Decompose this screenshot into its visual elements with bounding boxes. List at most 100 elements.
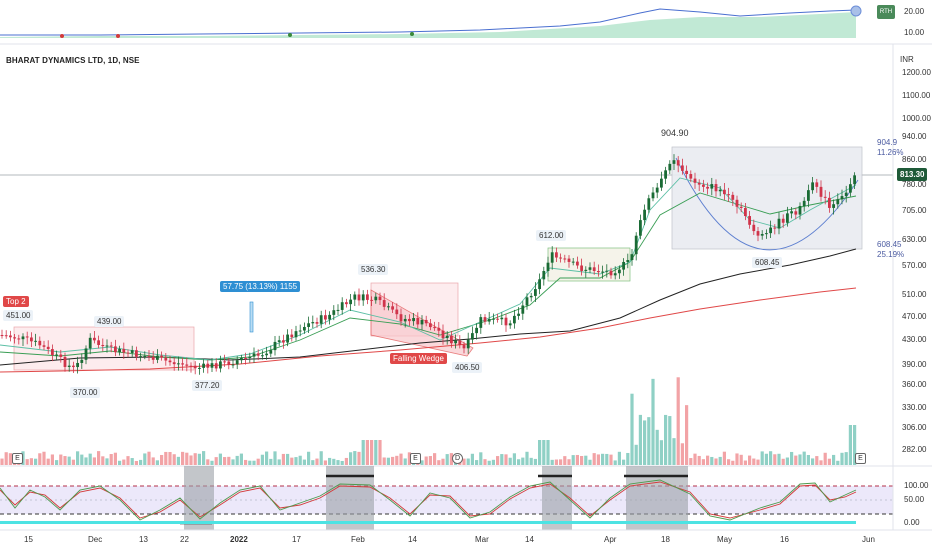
candle-body <box>147 355 151 357</box>
current-price-tag: 813.30 <box>897 168 928 181</box>
candle-body <box>34 340 37 342</box>
candle-body <box>555 252 558 258</box>
volume-bar <box>25 459 29 465</box>
earnings-event-marker[interactable]: E <box>855 453 866 464</box>
volume-bar <box>361 440 365 465</box>
price-axis-tick: 860.00 <box>902 155 927 164</box>
price-axis-tick: 390.00 <box>902 360 927 369</box>
volume-bar <box>592 453 596 465</box>
range-top-value: 904.9 <box>877 138 898 147</box>
candle-body <box>773 227 777 229</box>
candle-body <box>42 345 46 347</box>
candle-body <box>450 335 453 344</box>
candle-body <box>412 318 415 322</box>
candle-body <box>4 335 8 337</box>
earnings-event-marker[interactable]: E <box>12 453 23 464</box>
volume-bar <box>739 454 743 465</box>
candle-body <box>475 327 478 334</box>
candle-body <box>303 326 306 331</box>
volume-bar <box>491 459 495 465</box>
candle-body <box>702 184 705 187</box>
candle-body <box>252 353 256 357</box>
volume-bar <box>420 460 424 465</box>
time-axis-tick: 16 <box>780 535 789 544</box>
candle-body <box>235 360 239 365</box>
candle-body <box>601 271 604 273</box>
candle-body <box>109 345 113 347</box>
earnings-event-marker[interactable]: E <box>410 453 421 464</box>
indicator-badge[interactable]: RTH <box>877 5 895 19</box>
candle-body <box>240 357 243 361</box>
volume-bar <box>113 452 117 465</box>
candle-body <box>517 313 520 316</box>
volume-bar <box>294 457 298 465</box>
candle-body <box>177 363 180 365</box>
volume-bar <box>643 420 647 465</box>
dividend-event-marker[interactable]: D <box>452 453 463 464</box>
volume-bar <box>701 459 705 465</box>
volume-bar <box>697 455 701 465</box>
volume-bar <box>428 456 432 465</box>
volume-bar <box>311 460 315 465</box>
volume-bar <box>248 460 252 465</box>
top-indicator-line <box>0 8 857 36</box>
candle-body <box>164 357 168 361</box>
candle-body <box>647 198 651 210</box>
volume-bar <box>424 456 428 465</box>
candle-body <box>261 355 264 357</box>
candle-body <box>227 361 231 365</box>
measure-label[interactable]: 57.75 (13.13%) 1155 <box>220 281 301 292</box>
candle-body <box>492 318 495 320</box>
volume-bar <box>752 458 756 465</box>
volume-bar <box>118 460 122 465</box>
rsi-panel <box>0 465 932 530</box>
candle-body <box>664 170 667 179</box>
volume-bar <box>286 453 290 465</box>
candle-body <box>122 348 126 353</box>
volume-bar <box>122 459 126 465</box>
volume-bar <box>634 444 638 465</box>
candle-body <box>655 187 659 193</box>
candle-body <box>387 306 390 308</box>
volume-bar <box>479 452 483 465</box>
volume-bar <box>542 440 546 465</box>
candle-body <box>206 363 210 368</box>
volume-bar <box>336 460 340 465</box>
volume-bar <box>382 457 386 465</box>
volume-bar <box>785 457 789 465</box>
candle-body <box>130 350 134 353</box>
candle-body <box>534 289 537 296</box>
volume-bar <box>806 454 810 465</box>
candle-body <box>471 333 474 340</box>
volume-bar <box>622 459 626 465</box>
candle-body <box>139 356 142 358</box>
volume-bar <box>533 458 537 465</box>
candle-body <box>630 254 634 261</box>
candle-body <box>282 340 285 343</box>
volume-bar <box>231 459 235 465</box>
candle-body <box>454 340 457 344</box>
volume-bar <box>529 457 533 465</box>
candle-body <box>391 306 394 310</box>
candle-body <box>496 318 499 320</box>
candle-body <box>429 323 432 328</box>
volume-bar <box>617 451 621 465</box>
volume-bar <box>172 454 176 465</box>
candle-body <box>613 273 617 276</box>
candle-body <box>399 314 403 322</box>
candle-body <box>458 340 462 346</box>
peak-2-label: 612.00 <box>536 230 567 241</box>
volume-bar <box>46 458 50 465</box>
candle-body <box>840 196 844 200</box>
volume-bar <box>134 460 138 465</box>
volume-bar <box>504 454 508 465</box>
ma-teal <box>0 177 857 361</box>
volume-bar <box>365 440 369 465</box>
volume-bar <box>386 457 390 465</box>
top2-tag[interactable]: Top 2 <box>3 296 29 307</box>
falling-wedge-tag[interactable]: Falling Wedge <box>390 353 447 364</box>
volume-bar <box>71 459 75 465</box>
volume-bar <box>748 455 752 465</box>
